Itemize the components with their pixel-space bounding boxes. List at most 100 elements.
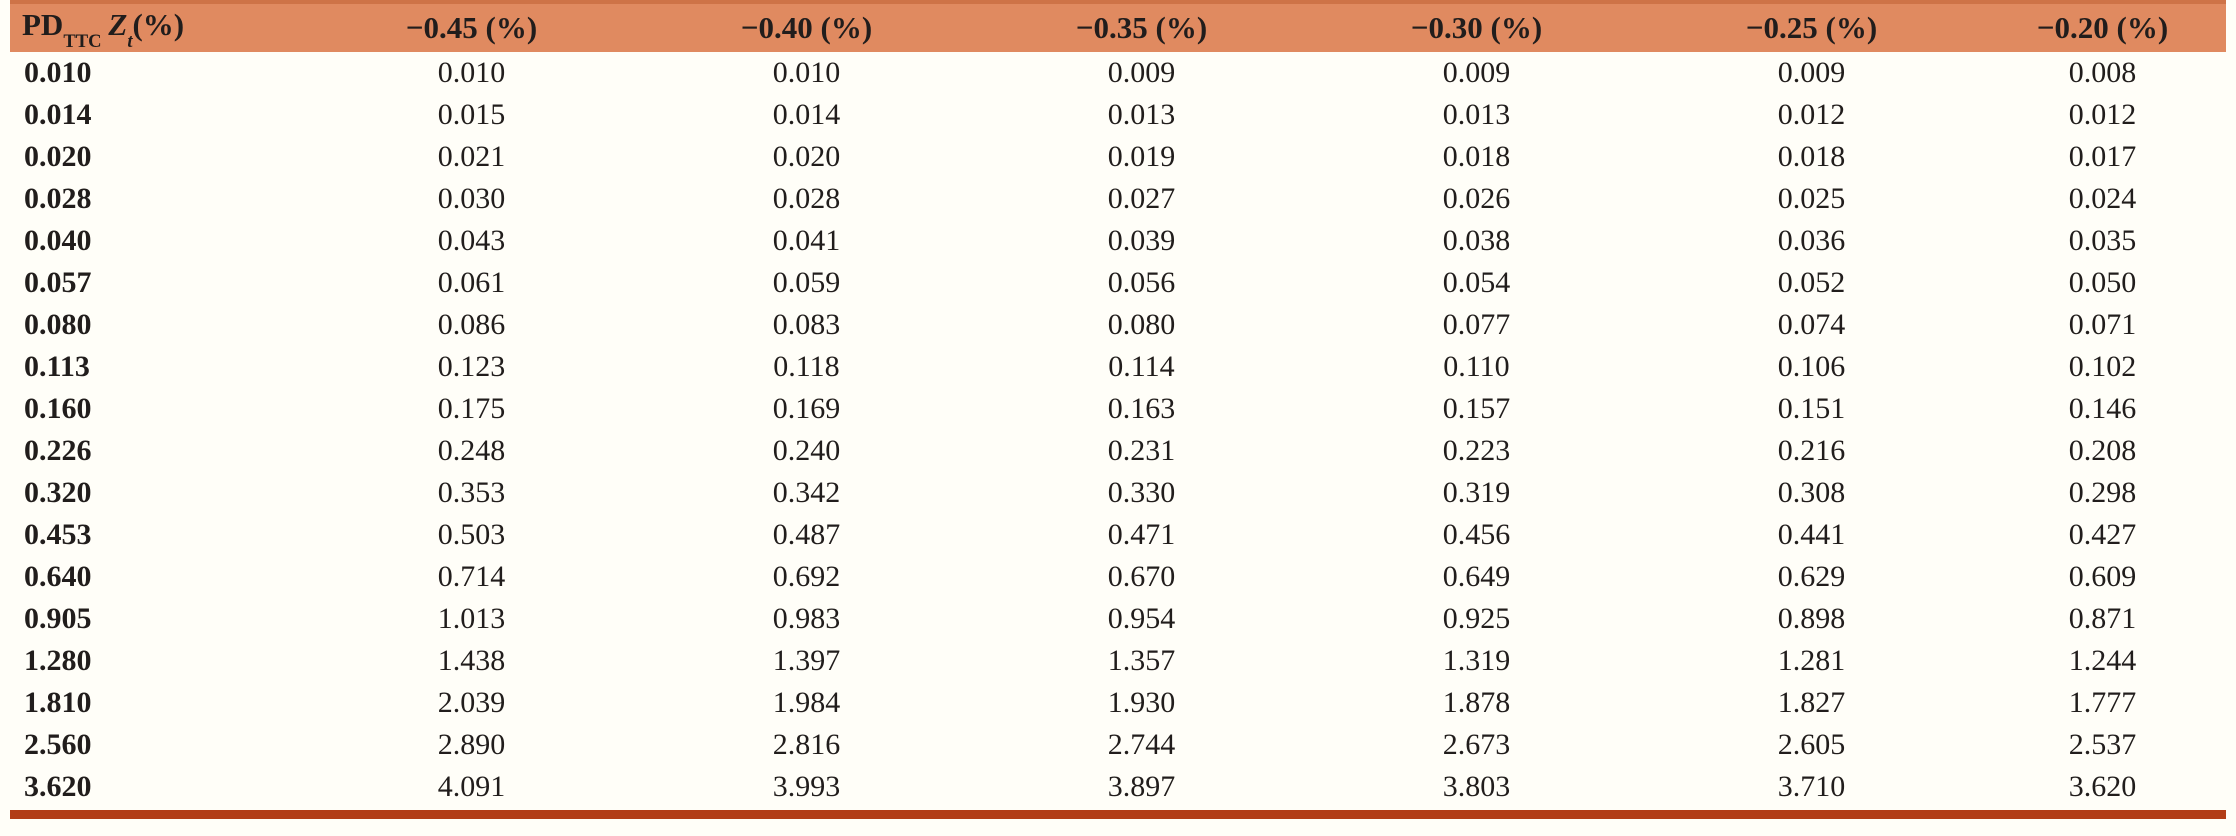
column-header: −0.40 (%) bbox=[639, 0, 974, 52]
table-row: 0.010 0.010 0.010 0.009 0.009 0.009 0.008 bbox=[10, 52, 2226, 94]
value-cell: 0.017 bbox=[2068, 140, 2137, 173]
value-cell: 0.050 bbox=[2068, 266, 2137, 299]
value-cell: 0.169 bbox=[772, 392, 841, 425]
value-cell: 0.342 bbox=[772, 476, 841, 509]
row-label-cell: 1.280 bbox=[24, 644, 92, 677]
table-row: 0.020 0.021 0.020 0.019 0.018 0.018 0.017 bbox=[10, 136, 2226, 178]
value-cell: 0.039 bbox=[1107, 224, 1176, 257]
table-row: 0.057 0.061 0.059 0.056 0.054 0.052 0.050 bbox=[10, 262, 2226, 304]
table-row: 1.810 2.039 1.984 1.930 1.878 1.827 1.777 bbox=[10, 682, 2226, 724]
value-cell: 0.043 bbox=[437, 224, 506, 257]
value-cell: 2.673 bbox=[1442, 728, 1511, 761]
table-row: 0.113 0.123 0.118 0.114 0.110 0.106 0.102 bbox=[10, 346, 2226, 388]
table-bottom-rule bbox=[10, 810, 2226, 819]
row-label-cell: 2.560 bbox=[24, 728, 92, 761]
value-cell: 0.054 bbox=[1442, 266, 1511, 299]
corner-header: PDTTC Zt(%) bbox=[10, 0, 304, 53]
value-cell: 1.984 bbox=[772, 686, 841, 719]
table-body: 0.010 0.010 0.010 0.009 0.009 0.009 0.008 0.014… bbox=[10, 52, 2226, 808]
value-cell: 0.456 bbox=[1442, 518, 1511, 551]
value-cell: 0.670 bbox=[1107, 560, 1176, 593]
value-cell: 1.357 bbox=[1107, 644, 1176, 677]
value-cell: 0.163 bbox=[1107, 392, 1176, 425]
value-cell: 0.503 bbox=[437, 518, 506, 551]
value-cell: 1.397 bbox=[772, 644, 841, 677]
value-cell: 0.146 bbox=[2068, 392, 2137, 425]
row-label-cell: 0.020 bbox=[24, 140, 92, 173]
table-row: 0.453 0.503 0.487 0.471 0.456 0.441 0.427 bbox=[10, 514, 2226, 556]
value-cell: 0.059 bbox=[772, 266, 841, 299]
value-cell: 0.025 bbox=[1777, 182, 1846, 215]
value-cell: 0.010 bbox=[437, 56, 506, 89]
value-cell: 0.487 bbox=[772, 518, 841, 551]
value-cell: 0.012 bbox=[1777, 98, 1846, 131]
value-cell: 0.074 bbox=[1777, 308, 1846, 341]
table-row: 1.280 1.438 1.397 1.357 1.319 1.281 1.244 bbox=[10, 640, 2226, 682]
value-cell: 0.077 bbox=[1442, 308, 1511, 341]
column-header: −0.25 (%) bbox=[1644, 0, 1979, 52]
row-label-cell: 0.160 bbox=[24, 392, 92, 425]
row-label-cell: 0.113 bbox=[24, 350, 90, 383]
value-cell: 0.102 bbox=[2068, 350, 2137, 383]
corner-header-base-subscript: TTC bbox=[63, 31, 102, 53]
value-cell: 0.035 bbox=[2068, 224, 2137, 257]
table-row: 0.226 0.248 0.240 0.231 0.223 0.216 0.208 bbox=[10, 430, 2226, 472]
value-cell: 0.008 bbox=[2068, 56, 2137, 89]
value-cell: 0.056 bbox=[1107, 266, 1176, 299]
value-cell: 1.281 bbox=[1777, 644, 1846, 677]
value-cell: 0.018 bbox=[1442, 140, 1511, 173]
row-label-cell: 0.080 bbox=[24, 308, 92, 341]
value-cell: 0.898 bbox=[1777, 602, 1846, 635]
value-cell: 1.777 bbox=[2068, 686, 2137, 719]
value-cell: 1.438 bbox=[437, 644, 506, 677]
column-header: −0.30 (%) bbox=[1309, 0, 1644, 52]
corner-header-base: PD bbox=[22, 7, 64, 43]
table-row: 0.905 1.013 0.983 0.954 0.925 0.898 0.871 bbox=[10, 598, 2226, 640]
table-row: 0.160 0.175 0.169 0.163 0.157 0.151 0.146 bbox=[10, 388, 2226, 430]
value-cell: 0.080 bbox=[1107, 308, 1176, 341]
value-cell: 0.208 bbox=[2068, 434, 2137, 467]
table-row: 0.028 0.030 0.028 0.027 0.026 0.025 0.024 bbox=[10, 178, 2226, 220]
value-cell: 0.925 bbox=[1442, 602, 1511, 635]
value-cell: 3.897 bbox=[1107, 770, 1176, 803]
corner-header-unit: (%) bbox=[132, 7, 185, 43]
value-cell: 0.013 bbox=[1107, 98, 1176, 131]
row-label-cell: 0.040 bbox=[24, 224, 92, 257]
value-cell: 2.744 bbox=[1107, 728, 1176, 761]
value-cell: 0.019 bbox=[1107, 140, 1176, 173]
value-cell: 0.009 bbox=[1442, 56, 1511, 89]
value-cell: 1.244 bbox=[2068, 644, 2137, 677]
value-cell: 0.629 bbox=[1777, 560, 1846, 593]
value-cell: 0.319 bbox=[1442, 476, 1511, 509]
row-label-cell: 0.453 bbox=[24, 518, 92, 551]
row-label-cell: 1.810 bbox=[24, 686, 92, 719]
value-cell: 0.983 bbox=[772, 602, 841, 635]
value-cell: 1.827 bbox=[1777, 686, 1846, 719]
value-cell: 0.298 bbox=[2068, 476, 2137, 509]
value-cell: 0.009 bbox=[1107, 56, 1176, 89]
pd-ttc-z-table: PDTTC Zt(%) −0.45 (%) −0.40 (%) −0.35 (%) −0… bbox=[10, 0, 2226, 808]
value-cell: 0.649 bbox=[1442, 560, 1511, 593]
value-cell: 0.012 bbox=[2068, 98, 2137, 131]
value-cell: 0.052 bbox=[1777, 266, 1846, 299]
value-cell: 0.030 bbox=[437, 182, 506, 215]
corner-header-variable-subscript: t bbox=[127, 31, 133, 53]
column-header: −0.35 (%) bbox=[974, 0, 1309, 52]
value-cell: 0.028 bbox=[772, 182, 841, 215]
row-label-cell: 0.640 bbox=[24, 560, 92, 593]
value-cell: 0.871 bbox=[2068, 602, 2137, 635]
value-cell: 0.954 bbox=[1107, 602, 1176, 635]
row-label-cell: 0.905 bbox=[24, 602, 92, 635]
value-cell: 3.993 bbox=[772, 770, 841, 803]
value-cell: 0.013 bbox=[1442, 98, 1511, 131]
value-cell: 0.021 bbox=[437, 140, 506, 173]
value-cell: 4.091 bbox=[437, 770, 506, 803]
value-cell: 0.026 bbox=[1442, 182, 1511, 215]
value-cell: 0.106 bbox=[1777, 350, 1846, 383]
row-label-cell: 0.226 bbox=[24, 434, 92, 467]
value-cell: 1.878 bbox=[1442, 686, 1511, 719]
table-row: 0.320 0.353 0.342 0.330 0.319 0.308 0.298 bbox=[10, 472, 2226, 514]
value-cell: 0.471 bbox=[1107, 518, 1176, 551]
row-label-cell: 0.320 bbox=[24, 476, 92, 509]
value-cell: 0.010 bbox=[772, 56, 841, 89]
